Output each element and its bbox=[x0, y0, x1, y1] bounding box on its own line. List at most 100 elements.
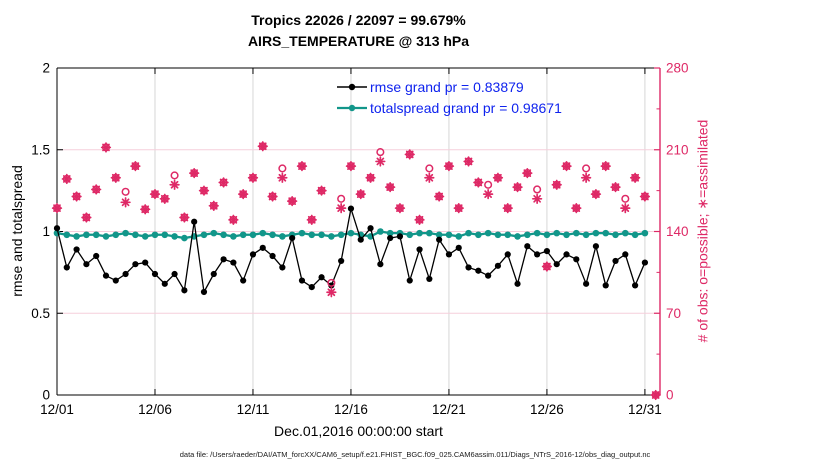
totalspread-point bbox=[435, 231, 443, 239]
rmse-point bbox=[298, 277, 306, 284]
rmse-point bbox=[543, 248, 551, 255]
totalspread-point bbox=[426, 229, 433, 237]
rmse-point bbox=[485, 272, 492, 279]
totalspread-point bbox=[259, 229, 267, 237]
rmse-point bbox=[73, 246, 80, 253]
assimilated-obs-marker bbox=[120, 197, 131, 208]
rmse-point bbox=[240, 277, 247, 284]
possible-obs-marker bbox=[376, 148, 385, 157]
totalspread-point bbox=[112, 231, 120, 239]
possible-obs-marker bbox=[533, 185, 542, 194]
rmse-point bbox=[583, 280, 590, 287]
rmse-point bbox=[573, 256, 580, 263]
rmse-point bbox=[347, 205, 355, 212]
assimilated-obs-marker bbox=[130, 160, 141, 172]
possible-obs-marker bbox=[582, 164, 591, 173]
rmse-point bbox=[367, 225, 374, 232]
x-tick-label: 12/01 bbox=[40, 402, 74, 417]
totalspread-point bbox=[83, 231, 90, 239]
y-tick-label-right: 0 bbox=[666, 388, 674, 403]
totalspread-point bbox=[63, 231, 71, 239]
assimilated-obs-marker bbox=[345, 160, 357, 172]
assimilated-obs-marker bbox=[639, 191, 651, 202]
assimilated-obs-marker bbox=[453, 202, 464, 214]
rmse-point bbox=[142, 259, 149, 266]
y-tick-label-left: 2 bbox=[42, 61, 50, 76]
assimilated-obs-marker bbox=[541, 261, 553, 272]
assimilated-obs-marker bbox=[394, 202, 406, 214]
assimilated-obs-marker bbox=[149, 188, 161, 200]
rmse-point bbox=[53, 225, 61, 232]
assimilated-obs-marker bbox=[531, 193, 543, 204]
assimilated-obs-marker bbox=[551, 179, 562, 190]
possible-obs-marker bbox=[337, 194, 346, 203]
rmse-point bbox=[426, 275, 433, 283]
assimilated-obs-marker bbox=[169, 179, 180, 190]
y-tick-label-left: 0 bbox=[42, 388, 50, 403]
rmse-point bbox=[338, 257, 345, 265]
assimilated-obs-marker bbox=[512, 181, 523, 193]
totalspread-point bbox=[582, 231, 590, 239]
y-tick-label-left: 1.5 bbox=[31, 142, 50, 157]
assimilated-obs-marker bbox=[580, 172, 592, 183]
rmse-point bbox=[641, 259, 649, 266]
assimilated-obs-marker bbox=[296, 160, 308, 172]
axes: 12/01 12/06 12/11 12/16 12/21 12/26 12/31 0 0.5 1… bbox=[31, 61, 688, 418]
rmse-point bbox=[416, 246, 423, 253]
possible-obs-marker bbox=[327, 278, 336, 287]
assimilated-obs-marker bbox=[463, 156, 474, 167]
rmse-point bbox=[445, 251, 453, 258]
rmse-point bbox=[396, 233, 404, 240]
assimilated-obs-marker bbox=[600, 160, 611, 172]
totalspread-point bbox=[102, 233, 110, 240]
assimilated-obs-marker bbox=[375, 156, 386, 167]
rmse-point bbox=[259, 244, 266, 251]
possible-obs-marker bbox=[278, 164, 287, 173]
rmse-point bbox=[514, 280, 521, 287]
assimilated-obs-marker bbox=[81, 212, 92, 223]
totalspread-point bbox=[279, 233, 286, 240]
totalspread-point bbox=[249, 231, 257, 239]
rmse-point bbox=[553, 261, 560, 268]
rmse-point bbox=[102, 272, 110, 279]
totalspread-point bbox=[553, 229, 561, 237]
rmse-point bbox=[289, 234, 296, 242]
assimilated-obs-marker bbox=[610, 181, 621, 193]
totalspread-point bbox=[132, 231, 139, 239]
rmse-point bbox=[151, 270, 159, 278]
assimilated-obs-marker bbox=[71, 191, 82, 202]
assimilated-obs-marker bbox=[91, 184, 102, 195]
totalspread-point bbox=[73, 233, 80, 240]
totalspread-point bbox=[377, 228, 384, 235]
rmse-point bbox=[191, 218, 198, 225]
possible-obs-marker bbox=[170, 171, 179, 180]
rmse-point bbox=[406, 277, 413, 284]
possible-obs-marker bbox=[425, 164, 434, 173]
totalspread-point bbox=[308, 231, 316, 239]
totalspread-point bbox=[347, 229, 355, 237]
totalspread-point bbox=[406, 231, 414, 239]
rmse-point bbox=[592, 243, 600, 250]
assimilated-obs-marker bbox=[326, 287, 337, 298]
y-tick-label-right: 210 bbox=[666, 142, 689, 157]
assimilated-obs-marker bbox=[492, 172, 504, 183]
totalspread-point bbox=[200, 231, 208, 239]
y-tick-label-left: 0.5 bbox=[31, 306, 50, 321]
x-tick-label: 12/31 bbox=[628, 402, 662, 417]
assimilated-obs-marker bbox=[208, 200, 219, 211]
possible-obs-marker bbox=[621, 194, 630, 203]
totalspread-point bbox=[161, 231, 169, 239]
totalspread-point bbox=[122, 229, 129, 237]
assimilated-obs-marker bbox=[365, 172, 376, 183]
y-tick-label-right: 70 bbox=[666, 306, 681, 321]
assimilated-obs-marker bbox=[414, 214, 425, 225]
totalspread-point bbox=[455, 233, 463, 240]
totalspread-point bbox=[494, 231, 502, 239]
legend-entry-rmse: rmse grand pr = 0.83879 bbox=[337, 77, 562, 97]
rmse-point bbox=[465, 264, 472, 271]
assimilated-obs-marker bbox=[110, 172, 121, 183]
chart-title: Tropics 22026 / 22097 = 99.679% AIRS_TEM… bbox=[57, 10, 660, 52]
assimilated-obs-marker bbox=[61, 173, 72, 185]
totalspread-point bbox=[151, 231, 159, 239]
